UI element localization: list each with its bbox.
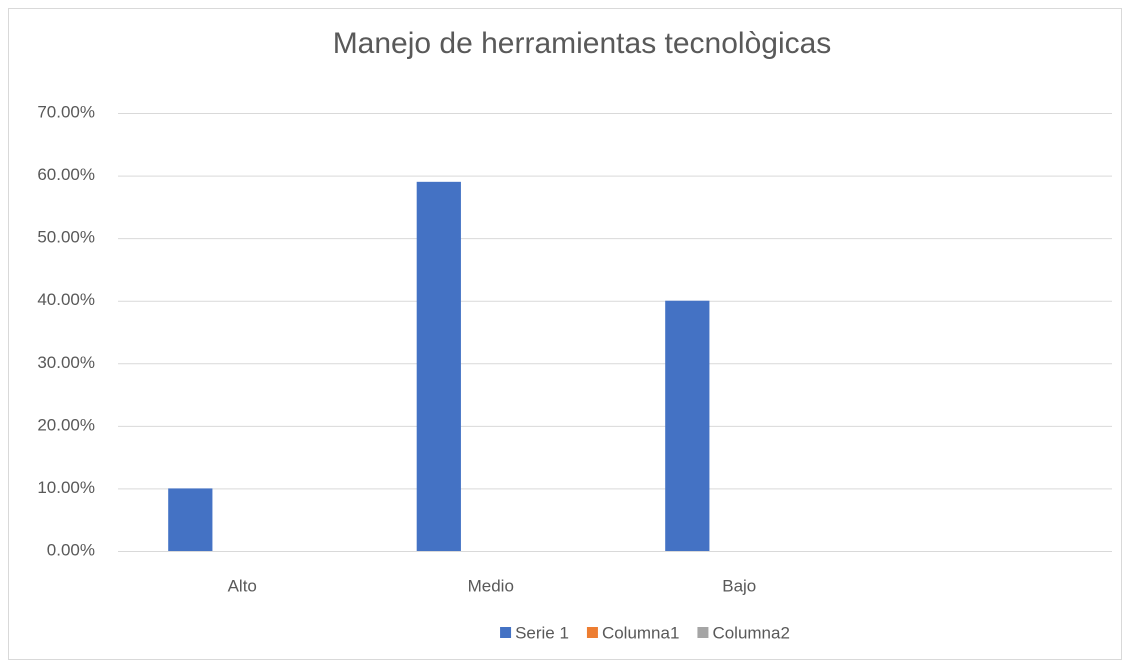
legend-swatch bbox=[500, 627, 512, 638]
legend-swatch bbox=[697, 627, 709, 638]
y-tick-label: 70.00% bbox=[37, 102, 95, 121]
bar bbox=[416, 181, 461, 552]
legend-label: Columna2 bbox=[712, 623, 790, 642]
legend-swatch bbox=[586, 627, 598, 638]
bar bbox=[665, 300, 710, 551]
y-tick-label: 30.00% bbox=[37, 353, 95, 372]
y-tick-label: 40.00% bbox=[37, 290, 95, 309]
y-tick-label: 60.00% bbox=[37, 165, 95, 184]
legend-label: Columna1 bbox=[602, 623, 680, 642]
x-tick-label: Medio bbox=[468, 576, 514, 595]
x-tick-label: Alto bbox=[228, 576, 257, 595]
chart-border bbox=[8, 8, 1122, 660]
legend-label: Serie 1 bbox=[515, 623, 569, 642]
y-tick-label: 20.00% bbox=[37, 415, 95, 434]
y-tick-label: 10.00% bbox=[37, 478, 95, 497]
x-tick-label: Bajo bbox=[722, 576, 756, 595]
chart-title: Manejo de herramientas tecnològicas bbox=[333, 27, 832, 60]
bar bbox=[168, 488, 213, 551]
y-tick-label: 50.00% bbox=[37, 228, 95, 247]
y-tick-label: 0.00% bbox=[47, 540, 95, 559]
